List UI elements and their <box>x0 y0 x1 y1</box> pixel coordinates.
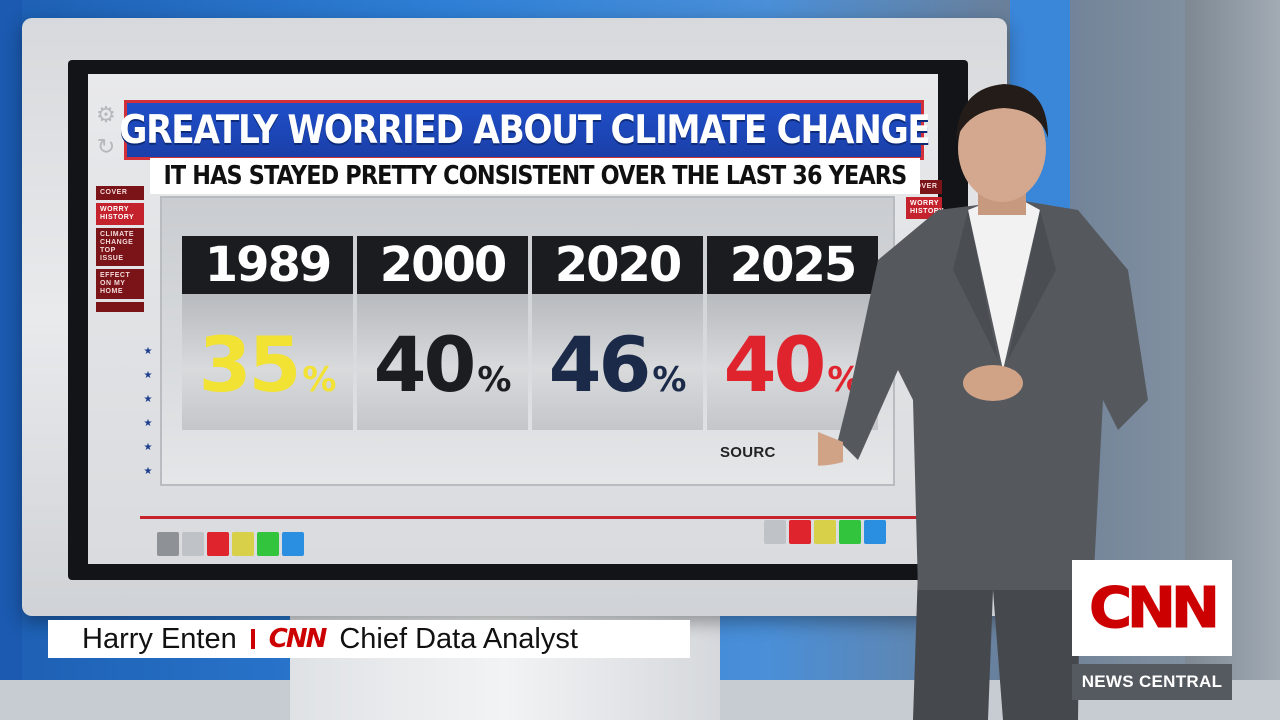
card-year: 1989 <box>182 236 353 294</box>
color-swatch[interactable] <box>232 532 254 556</box>
color-swatch[interactable] <box>182 532 204 556</box>
star-column: ★ ★ ★ ★ ★ ★ <box>141 340 155 484</box>
card-unit: % <box>302 360 337 400</box>
color-swatch[interactable] <box>789 520 811 544</box>
subtitle-banner: IT HAS STAYED PRETTY CONSISTENT OVER THE… <box>150 158 920 194</box>
color-swatch[interactable] <box>764 520 786 544</box>
color-swatches-right <box>764 520 886 544</box>
nav-item-worry-history[interactable]: WORRY HISTORY <box>906 197 944 219</box>
card-unit: % <box>652 360 687 400</box>
presenter <box>818 84 1148 720</box>
presenter-hand <box>963 365 1023 401</box>
year-cards: 1989 35 % 2000 40 % 2020 46 % 2025 40 % <box>182 236 878 430</box>
color-swatch[interactable] <box>839 520 861 544</box>
card-body: 35 % <box>182 294 353 430</box>
network-logo: CNN <box>268 624 328 654</box>
presenter-lapel <box>1008 210 1056 360</box>
color-swatch[interactable] <box>814 520 836 544</box>
presenter-hand <box>818 432 843 466</box>
color-swatch[interactable] <box>282 532 304 556</box>
nav-item-climate-change-top-issue[interactable]: CLIMATE CHANGE TOP ISSUE <box>96 228 144 266</box>
presenter-title: Chief Data Analyst <box>339 622 578 655</box>
gear-icon[interactable]: ⚙ <box>96 103 116 128</box>
presenter-trousers <box>913 550 1080 720</box>
card-value: 40 <box>723 320 827 409</box>
network-bug: CNN <box>1072 560 1232 656</box>
color-swatch[interactable] <box>257 532 279 556</box>
star-icon: ★ <box>143 418 153 429</box>
card-value: 35 <box>198 320 302 409</box>
year-card[interactable]: 2020 46 % <box>532 236 703 430</box>
nav-item-effect-on-my-home[interactable]: EFFECT ON MY HOME <box>96 269 144 299</box>
presenter-shirt <box>968 198 1040 370</box>
presenter-face <box>958 94 1046 202</box>
card-unit: % <box>477 360 512 400</box>
refresh-icon[interactable]: ↻ <box>96 135 116 160</box>
card-body: 40 % <box>357 294 528 430</box>
card-year: 2020 <box>532 236 703 294</box>
wall-panel <box>0 0 22 720</box>
presenter-name: Harry Enten <box>82 622 237 655</box>
year-card[interactable]: 2000 40 % <box>357 236 528 430</box>
star-icon: ★ <box>143 346 153 357</box>
color-swatches-left <box>157 532 304 556</box>
lower-third: Harry Enten CNN Chief Data Analyst <box>48 620 690 658</box>
program-name: NEWS CENTRAL <box>1072 664 1232 700</box>
presenter-hair <box>956 84 1048 140</box>
star-icon: ★ <box>143 442 153 453</box>
source-label: SOURC <box>720 444 776 461</box>
star-icon: ★ <box>143 394 153 405</box>
separator <box>250 629 255 649</box>
graphic-subtitle: IT HAS STAYED PRETTY CONSISTENT OVER THE… <box>163 161 908 191</box>
pen-tool-icon[interactable] <box>157 532 179 556</box>
star-icon: ★ <box>143 466 153 477</box>
nav-item-extra[interactable] <box>96 302 144 312</box>
card-body: 46 % <box>532 294 703 430</box>
year-card[interactable]: 1989 35 % <box>182 236 353 430</box>
title-banner: GREATLY WORRIED ABOUT CLIMATE CHANGE <box>119 100 930 160</box>
presenter-lapel <box>953 210 998 360</box>
year-card[interactable]: 2025 40 % <box>707 236 878 430</box>
card-value: 46 <box>548 320 652 409</box>
star-icon: ★ <box>143 370 153 381</box>
color-swatch[interactable] <box>207 532 229 556</box>
card-value: 40 <box>373 320 477 409</box>
nav-item-worry-history[interactable]: WORRY HISTORY <box>96 203 144 225</box>
divider <box>140 516 930 519</box>
graphic-title: GREATLY WORRIED ABOUT CLIMATE CHANGE <box>118 107 931 153</box>
color-swatch[interactable] <box>864 520 886 544</box>
side-navigation: COVER WORRY HISTORY CLIMATE CHANGE TOP I… <box>96 186 144 315</box>
card-year: 2025 <box>707 236 878 294</box>
card-year: 2000 <box>357 236 528 294</box>
cnn-logo: CNN <box>1089 575 1221 641</box>
nav-item-cover[interactable]: COVER <box>96 186 144 200</box>
